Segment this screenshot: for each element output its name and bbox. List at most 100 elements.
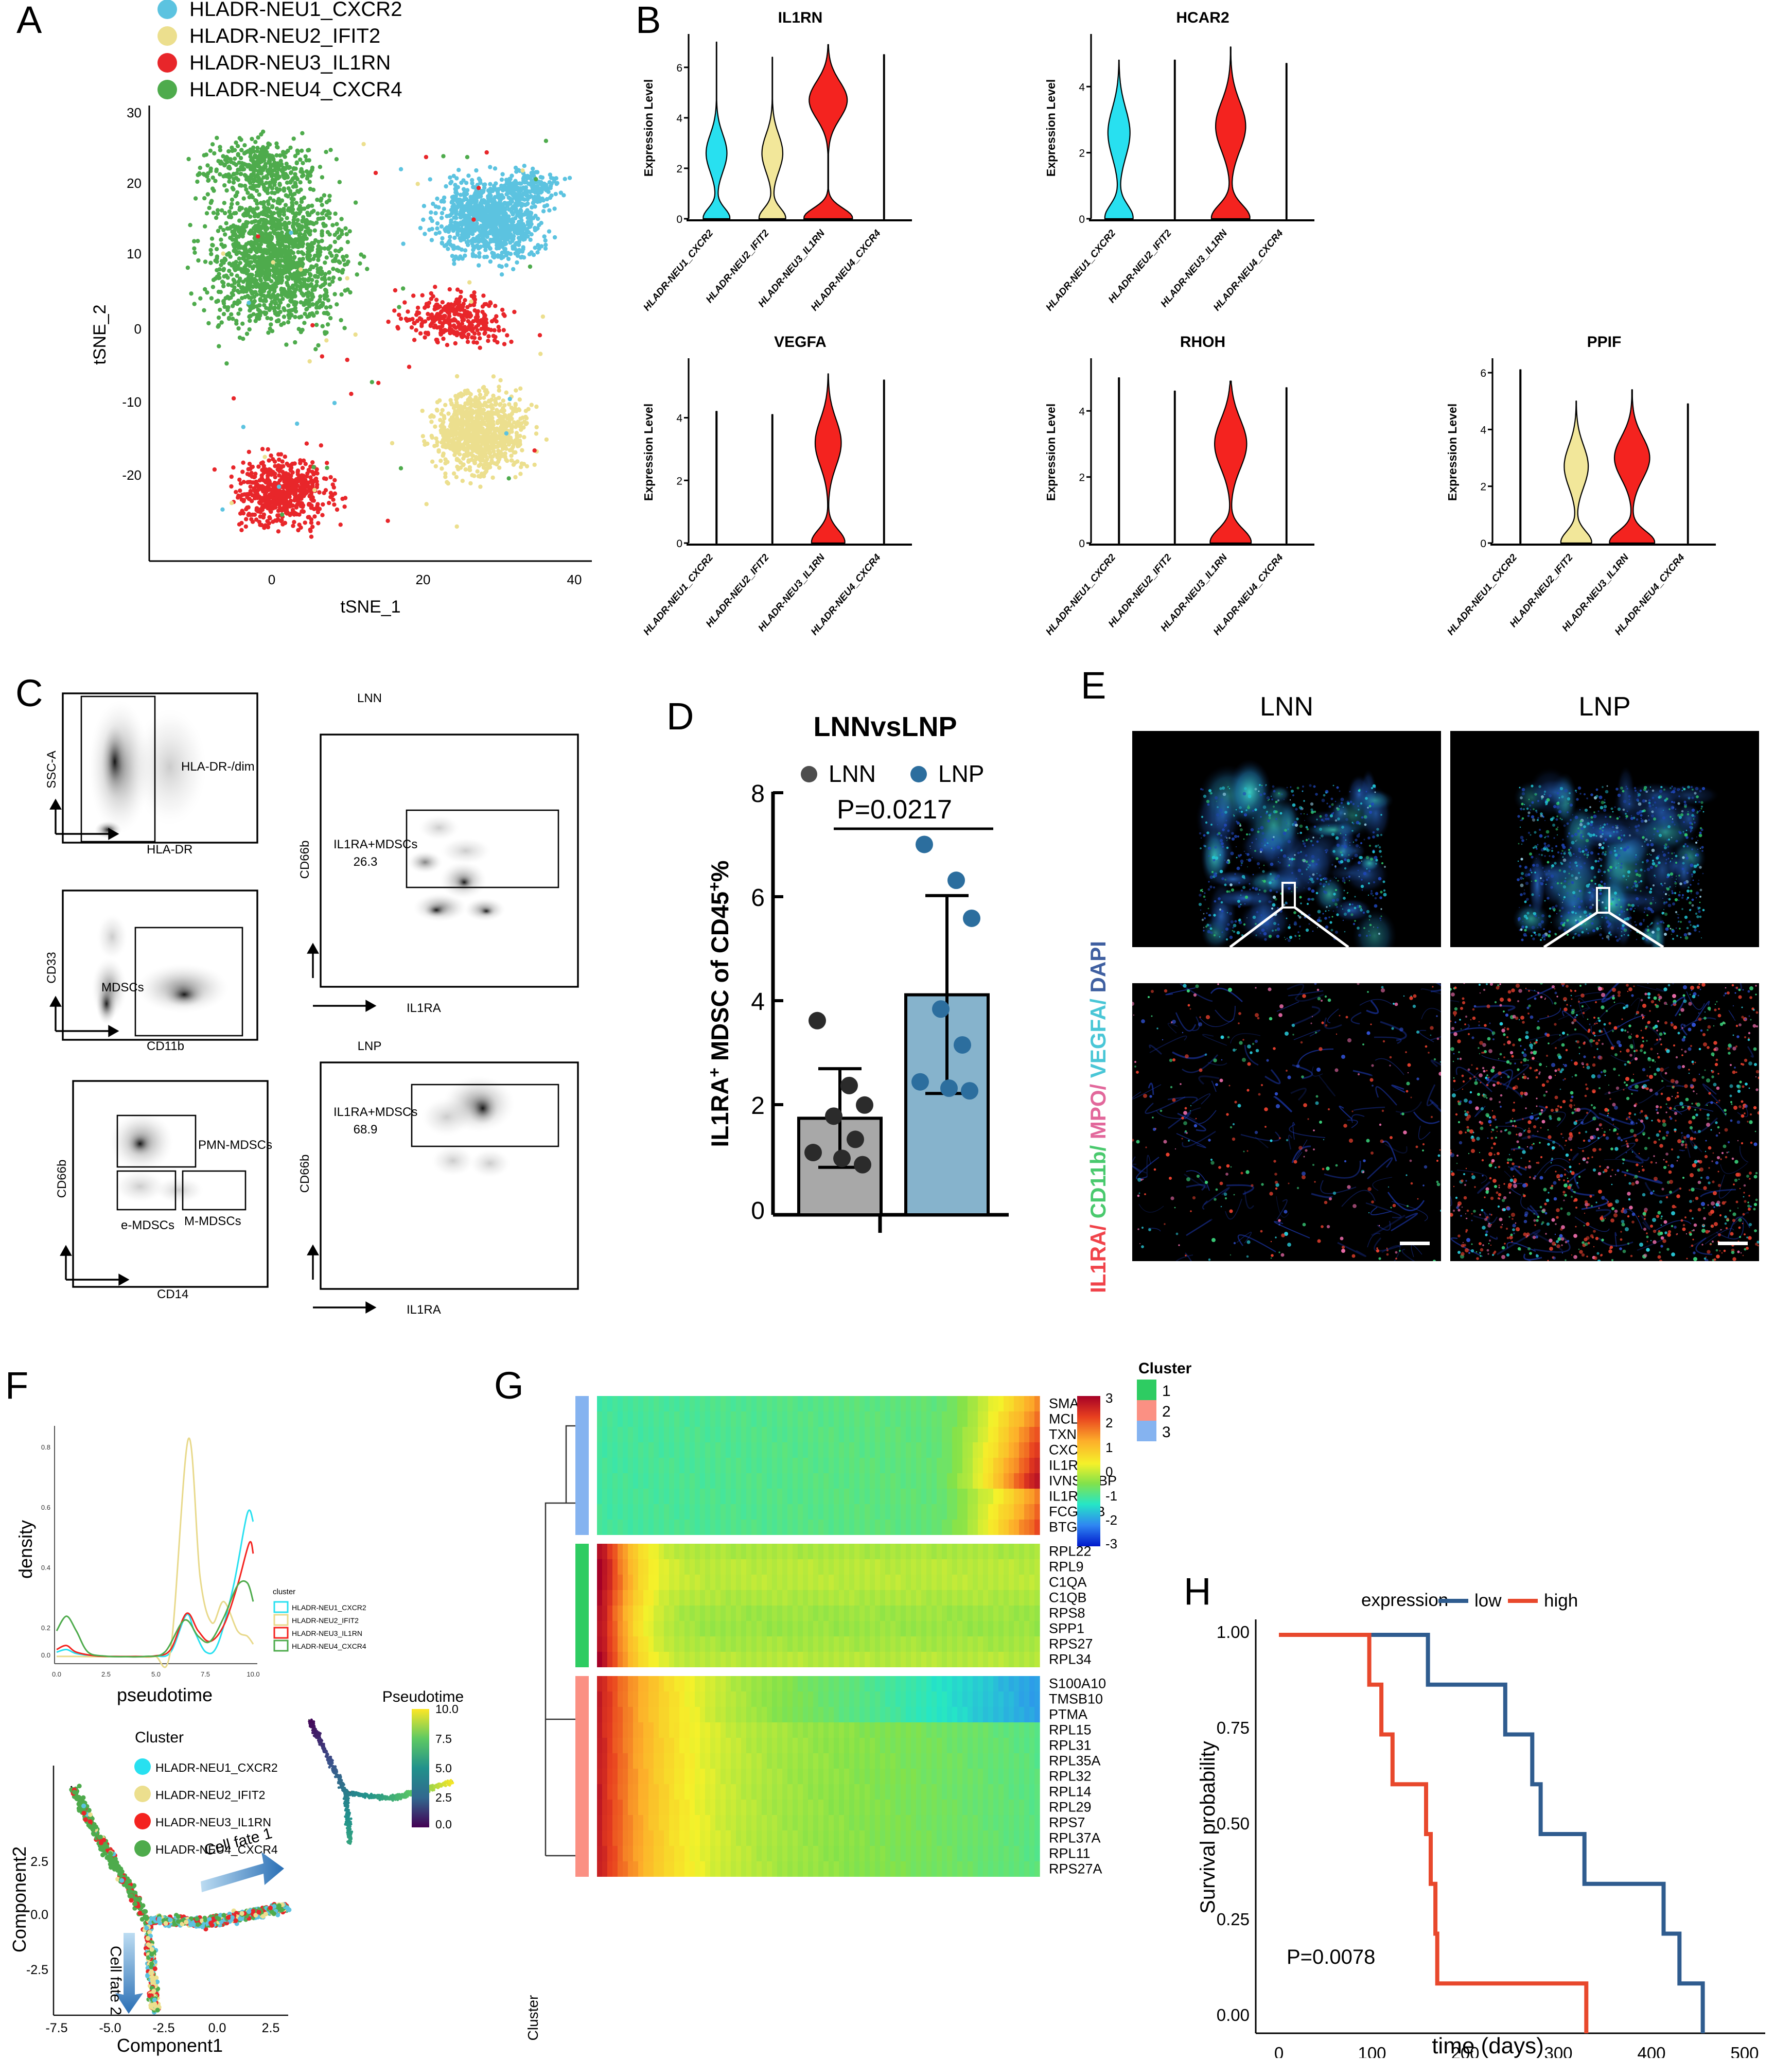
legend-swatch-cluster1 (157, 0, 177, 19)
flow-ylabel-cd66b-lnn: CD66b (298, 841, 312, 879)
violin-HLADR-NEU3_IL1RN (1211, 47, 1250, 219)
violin-xcat-1: HLADR-NEU2_IFIT2 (1106, 228, 1174, 305)
km-legend-label-high: high (1544, 1591, 1578, 1611)
hmcb-3: 3 (1105, 1390, 1113, 1406)
datapoint-LNP (932, 1000, 950, 1018)
density-curve-HLADR-NEU1_CXCR2 (57, 1510, 253, 1657)
panel-f-density-legend: cluster HLADR-NEU1_CXCR2 HLADR-NEU2_IFIT… (273, 1587, 366, 1651)
violin-ytick: 2 (676, 475, 682, 487)
colorbar-tick-00: 0.0 (435, 1818, 452, 1831)
km-legend-label-low: low (1474, 1591, 1502, 1611)
dens-xtick-00: 0.0 (52, 1670, 61, 1678)
violin-ylabel: Expression Level (642, 404, 655, 501)
cluster-legend-swatch-3 (1137, 1421, 1156, 1441)
violin-HLADR-NEU1_CXCR2 (1118, 378, 1119, 543)
panel-h-ylabel: Survival probability (1197, 1741, 1219, 1914)
datapoint-LNP (961, 1082, 978, 1100)
legend-swatch-cluster4 (157, 80, 177, 99)
colorbar-tick-100: 10.0 (435, 1702, 459, 1716)
traj-xtick-25: 2.5 (262, 2021, 280, 2035)
hmcb-0: 0 (1105, 1464, 1113, 1479)
panel-h-y-ticks: 1.00 0.75 0.50 0.25 0.00 (1217, 1622, 1250, 2025)
density-legend-label-1: HLADR-NEU1_CXCR2 (292, 1603, 366, 1612)
violin-ytick: 0 (1480, 538, 1486, 550)
dens-xtick-75: 7.5 (201, 1670, 210, 1678)
hmcb-m2: -2 (1105, 1512, 1117, 1528)
heatmap-gene-label: RPL37A (1049, 1830, 1101, 1845)
colorbar-gradient (412, 1709, 429, 1827)
flow-plot-cd66b-cd14: PMN-MDSCs e-MDSCs M-MDSCs CD14 CD66b (55, 1081, 272, 1301)
density-legend-title: cluster (273, 1587, 295, 1596)
violin-ytick: 6 (1480, 368, 1486, 379)
flow-xlabel-lnn-il1ra: IL1RA (407, 1001, 441, 1015)
flow-xlabel-lnp-il1ra: IL1RA (407, 1303, 441, 1317)
violin-ytick: 2 (1079, 472, 1085, 484)
panel-d-barchart: LNNvsLNP LNN LNP P=0.0217 8 6 4 2 0 IL1R… (618, 664, 1081, 1343)
ytick-4: 4 (751, 988, 765, 1016)
flow-plot-lnn: LNN IL1RA+MDSCs 26.3 IL1RA CD66b (298, 691, 578, 1015)
ytick-10: 10 (127, 246, 142, 261)
violin-HLADR-NEU4_CXCR4 (1286, 63, 1287, 219)
ytick-0: 0 (134, 321, 142, 337)
violin-xcat-0: HLADR-NEU1_CXCR2 (641, 228, 715, 313)
panel-f-trajectory: Cluster HLADR-NEU1_CXCR2 HLADR-NEU2_IFIT… (0, 1688, 494, 2058)
violin-xcat-0: HLADR-NEU1_CXCR2 (641, 552, 715, 637)
panel-f-density-xticks: 0.0 2.5 5.0 7.5 10.0 (52, 1670, 260, 1678)
heatmap-gene-label: PTMA (1049, 1706, 1087, 1722)
panel-h-pvalue: P=0.0078 (1287, 1946, 1375, 1968)
km-ytick-000: 0.00 (1217, 2005, 1250, 2025)
heatmap-gene-label: C1QB (1049, 1590, 1087, 1605)
violin-xcat-1: HLADR-NEU2_IFIT2 (704, 552, 771, 629)
heatmap-gene-label: RPL31 (1049, 1737, 1092, 1753)
density-curve-HLADR-NEU3_IL1RN (57, 1542, 253, 1656)
panel-h-legend: expression low high (1361, 1590, 1578, 1611)
gate-label-pmn-mdscs: PMN-MDSCs (198, 1138, 272, 1152)
violin-ylabel: Expression Level (1044, 79, 1058, 177)
datapoint-LNN (825, 1107, 842, 1125)
violin-HLADR-NEU2_IFIT2 (772, 415, 773, 544)
panel-f-density-yticks: 0.8 0.6 0.4 0.2 0.0 (41, 1443, 50, 1659)
panel-h-km-curves (1279, 1635, 1703, 2033)
dens-xtick-50: 5.0 (151, 1670, 161, 1678)
heatmap-gene-label: RPS8 (1049, 1605, 1085, 1620)
density-legend-swatch-2 (274, 1615, 288, 1625)
traj-legend-dot-3 (134, 1813, 151, 1829)
violin-ytick: 0 (676, 538, 682, 550)
traj-legend-title: Cluster (135, 1729, 184, 1746)
violin-xcat-0: HLADR-NEU1_CXCR2 (1044, 228, 1118, 313)
violin-HLADR-NEU3_IL1RN (804, 45, 853, 219)
datapoint-LNP (911, 1073, 929, 1091)
panel-h-xlabel: time (days) (1432, 2033, 1544, 2058)
pseudotime-inset (308, 1719, 454, 1845)
violin-title: VEGFA (774, 334, 827, 351)
heatmap-gene-label: RPL14 (1049, 1784, 1092, 1799)
gate-label-m-mdscs: M-MDSCs (184, 1214, 241, 1228)
micrograph-lnn-zoom (1112, 976, 1466, 1273)
panel-f-density-curves (57, 1438, 253, 1667)
dens-ytick-06: 0.6 (41, 1504, 50, 1511)
datapoint-LNN (809, 1012, 826, 1030)
density-legend-swatch-1 (274, 1602, 288, 1612)
violin-ytick: 4 (1480, 424, 1486, 436)
violin-ytick: 4 (1079, 406, 1085, 417)
datapoint-LNP (940, 1079, 958, 1097)
violin-HLADR-NEU1_CXCR2 (1520, 370, 1521, 544)
violin-title: RHOH (1180, 334, 1225, 351)
panel-e-channel-label: IL1RA/ CD11b/ MPO/ VEGFA/ DAPI (1086, 941, 1110, 1293)
panel-g-axis-label: Cluster (525, 1995, 541, 2041)
gate-label-mdscs: MDSCs (101, 981, 144, 994)
density-legend-label-2: HLADR-NEU2_IFIT2 (292, 1616, 359, 1625)
panel-f-density: 0.8 0.6 0.4 0.2 0.0 0.0 2.5 5.0 7.5 10.0… (0, 1349, 494, 1709)
gate-value-lnp: 68.9 (354, 1123, 378, 1137)
panel-a-scatter-points (186, 130, 572, 539)
traj-xtick-m75: -7.5 (45, 2021, 67, 2035)
flow-ylabel-ssca: SSC-A (45, 751, 59, 788)
cluster-bar-2 (575, 1676, 589, 1877)
violin-ytick: 2 (1079, 148, 1085, 160)
heatmap-gene-label: SPP1 (1049, 1620, 1084, 1636)
channel-vegfa: VEGFA/ (1086, 999, 1110, 1084)
heatmap-colorbar: 3 2 1 0 -1 -2 -3 (1077, 1390, 1117, 1551)
